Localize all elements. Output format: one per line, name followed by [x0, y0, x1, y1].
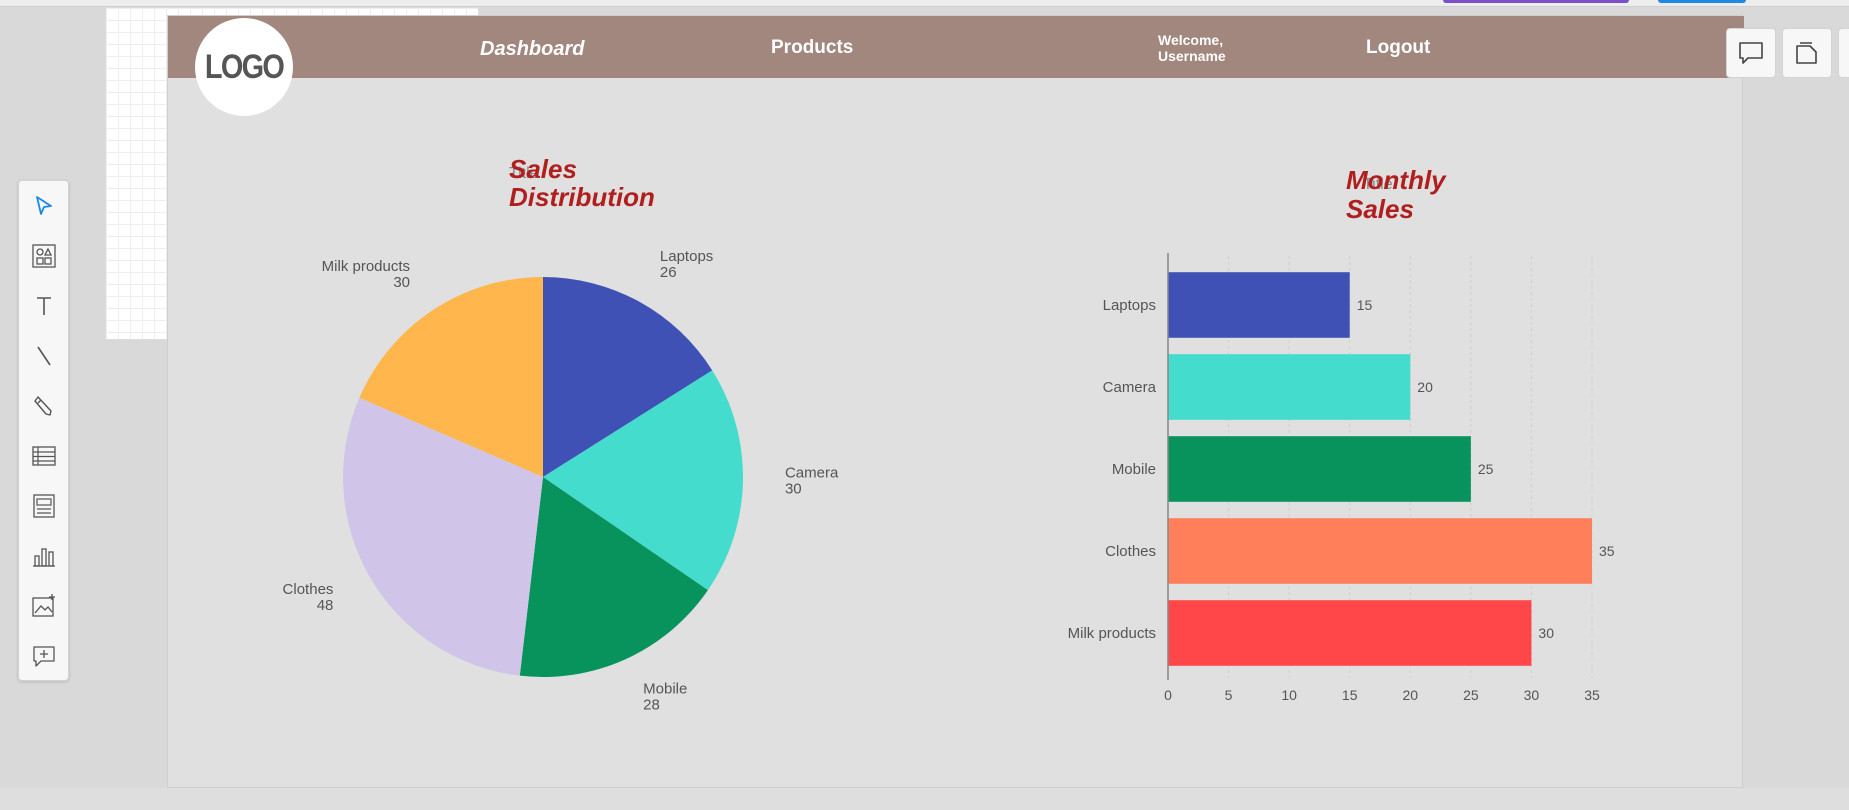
- bar-x-tick-label: 5: [1225, 687, 1233, 703]
- pie-title-line1: Sales: [509, 154, 577, 184]
- bar-value-label: 25: [1478, 461, 1494, 477]
- pie-slice-camera: [543, 370, 743, 591]
- pie-label-value: 28: [643, 696, 660, 713]
- pie-slice-clothes: [343, 397, 543, 676]
- bar-x-tick-label: 25: [1463, 687, 1479, 703]
- bar-title-line2: Sales: [1346, 194, 1414, 224]
- pie-label-category: Clothes: [283, 581, 334, 598]
- pie-slice-mobile: [519, 477, 708, 677]
- bar-value-label: 20: [1417, 379, 1433, 395]
- components-icon: [32, 244, 56, 268]
- dashboard-frame: Dashboard Products Welcome, Username Log…: [167, 15, 1744, 788]
- pie-label-category: Camera: [785, 465, 839, 482]
- chart-tool[interactable]: [27, 539, 61, 573]
- logo: LOGO: [195, 18, 293, 116]
- bar-laptops: [1168, 272, 1350, 338]
- navbar: Dashboard Products Welcome, Username Log…: [168, 16, 1744, 78]
- username-line: Username: [1158, 48, 1226, 64]
- more-button[interactable]: [1838, 28, 1849, 78]
- pie-label-value: 30: [785, 481, 802, 498]
- components-tool[interactable]: [27, 239, 61, 273]
- bar-x-tick-label: 0: [1164, 687, 1172, 703]
- bar-category-label: Mobile: [1112, 461, 1156, 478]
- bar-x-tick-label: 30: [1524, 687, 1540, 703]
- pages-icon: [1796, 42, 1817, 64]
- form-tool[interactable]: [27, 489, 61, 523]
- pages-button[interactable]: [1782, 28, 1832, 78]
- image-add-icon: [32, 594, 55, 617]
- pie-slice-laptops: [543, 277, 713, 477]
- table-tool[interactable]: [27, 439, 61, 473]
- text-tool[interactable]: [27, 289, 61, 323]
- pie-label-category: Laptops: [660, 248, 713, 265]
- pencil-icon: [34, 396, 52, 416]
- bar-x-tick-label: 20: [1402, 687, 1418, 703]
- bar-mobile: [1168, 436, 1471, 502]
- pie-label-category: Mobile: [643, 680, 687, 697]
- bar-category-label: Camera: [1103, 379, 1157, 396]
- bar-value-label: 35: [1599, 543, 1615, 559]
- nav-logout-link[interactable]: Logout: [1366, 37, 1431, 58]
- bar-clothes: [1168, 518, 1592, 584]
- pie-label-value: 48: [317, 597, 334, 614]
- pie-overlay-label: Title: [509, 165, 539, 182]
- pie-title-line2: Distribution: [509, 182, 655, 212]
- bar-category-label: Clothes: [1105, 543, 1156, 560]
- bar-title-line1: Monthly: [1346, 165, 1447, 195]
- line-icon: [37, 346, 51, 366]
- comment-tool[interactable]: [27, 639, 61, 673]
- comment-icon: [1739, 42, 1763, 64]
- form-icon: [33, 494, 55, 518]
- text-icon: [37, 297, 51, 315]
- pie-label-value: 26: [660, 264, 677, 281]
- bar-value-label: 15: [1357, 297, 1373, 313]
- logo-text: LOGO: [204, 47, 285, 86]
- line-tool[interactable]: [27, 339, 61, 373]
- welcome-text: Welcome, Username: [1158, 32, 1278, 64]
- bar-category-label: Laptops: [1103, 297, 1156, 314]
- charts-canvas: TitleSalesDistributionLaptops26Camera30M…: [283, 154, 1615, 713]
- left-toolbar: [18, 180, 69, 681]
- bar-milk-products: [1168, 600, 1532, 666]
- bar-category-label: Milk products: [1068, 625, 1156, 642]
- pencil-tool[interactable]: [27, 389, 61, 423]
- comments-button[interactable]: [1726, 28, 1776, 78]
- cursor-arrow-icon: [36, 196, 52, 215]
- bar-x-tick-label: 15: [1342, 687, 1358, 703]
- bar-x-tick-label: 35: [1584, 687, 1600, 703]
- image-tool[interactable]: [27, 589, 61, 623]
- pie-label-value: 30: [393, 274, 410, 291]
- bar-overlay-label: Title: [1363, 176, 1393, 193]
- table-icon: [32, 446, 56, 466]
- bottom-strip: [0, 788, 1849, 810]
- bar-camera: [1168, 354, 1411, 420]
- top-purple-button[interactable]: [1443, 0, 1629, 3]
- pie-slice-milk-products: [359, 277, 543, 477]
- top-blue-button[interactable]: [1658, 0, 1746, 3]
- top-browser-strip: [0, 0, 1849, 7]
- comment-add-icon: [33, 646, 55, 667]
- welcome-line: Welcome,: [1158, 32, 1224, 48]
- bar-chart-icon: [33, 548, 55, 567]
- bar-value-label: 30: [1538, 625, 1554, 641]
- select-tool[interactable]: [27, 189, 61, 223]
- bar-x-tick-label: 10: [1281, 687, 1297, 703]
- pie-label-category: Milk products: [322, 258, 410, 275]
- nav-products-link[interactable]: Products: [771, 37, 854, 58]
- nav-dashboard-link[interactable]: Dashboard: [480, 38, 585, 60]
